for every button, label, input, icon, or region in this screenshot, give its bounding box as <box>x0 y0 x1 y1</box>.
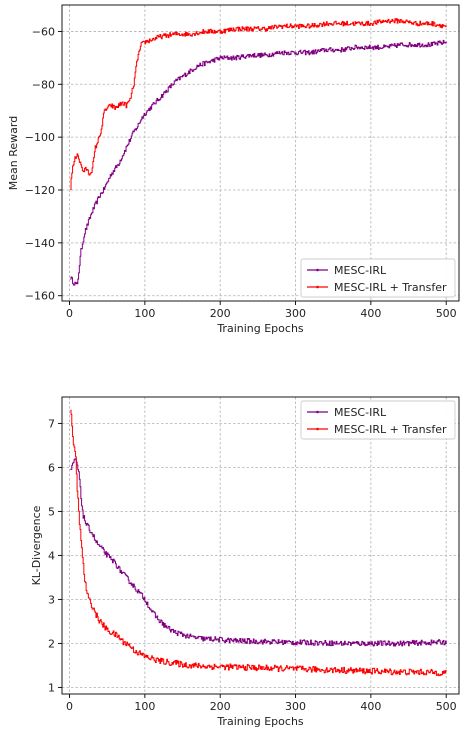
plot-frame <box>61 396 460 695</box>
y-tick-label: 3 <box>48 593 55 606</box>
y-axis-title: Mean Reward <box>7 116 20 190</box>
y-axis-title: KL-Divergence <box>30 505 43 585</box>
x-tick-label: 300 <box>285 307 306 320</box>
y-tick-label: 1 <box>48 681 55 694</box>
y-tick-label: 4 <box>48 549 55 562</box>
chart-panel-1: 0 100 200 300 400 500 −160 −140 −120 −100 −80 −60 Tr… <box>7 4 460 335</box>
legend-label: MESC-IRL <box>334 264 387 277</box>
x-tick-label: 200 <box>210 700 231 713</box>
legend-marker <box>316 285 319 289</box>
legend-marker <box>316 410 319 414</box>
legend-label: MESC-IRL + Transfer <box>334 423 447 436</box>
y-tick-label: −100 <box>25 131 55 144</box>
legend-label: MESC-IRL <box>334 406 387 419</box>
y-tick-label: −140 <box>25 237 55 250</box>
x-tick-label: 400 <box>360 700 381 713</box>
plot-frame <box>61 4 460 302</box>
x-tick-label: 200 <box>210 307 231 320</box>
series-line-mesc-irl-transfer <box>70 409 447 677</box>
y-tick-label: 6 <box>48 461 55 474</box>
series-line-mesc-irl <box>70 39 447 286</box>
x-tick-label: 300 <box>285 700 306 713</box>
y-tick-label: −60 <box>32 25 55 38</box>
x-axis-title: Training Epochs <box>216 715 304 728</box>
y-tick-label: 5 <box>48 505 55 518</box>
chart-panel-2: 0 100 200 300 400 500 1 2 3 4 5 6 7 Training Epochs KL… <box>30 396 460 728</box>
x-tick-label: 100 <box>134 307 155 320</box>
legend-box <box>300 258 456 298</box>
y-tick-label: −80 <box>32 78 55 91</box>
y-tick-label: −160 <box>25 290 55 303</box>
series-line-mesc-irl-transfer <box>70 18 447 190</box>
x-tick-label: 0 <box>66 700 73 713</box>
series-line-mesc-irl <box>70 458 447 647</box>
x-tick-label: 500 <box>436 307 457 320</box>
legend: MESC-IRL MESC-IRL + Transfer <box>300 258 456 298</box>
legend-marker <box>316 427 319 431</box>
legend-label: MESC-IRL + Transfer <box>334 281 447 294</box>
y-tick-label: −120 <box>25 184 55 197</box>
x-tick-label: 0 <box>66 307 73 320</box>
x-axis-title: Training Epochs <box>216 322 304 335</box>
y-tick-label: 7 <box>48 417 55 430</box>
x-tick-label: 400 <box>360 307 381 320</box>
x-tick-label: 500 <box>436 700 457 713</box>
legend-marker <box>316 268 319 272</box>
x-tick-label: 100 <box>134 700 155 713</box>
legend: MESC-IRL MESC-IRL + Transfer <box>300 400 456 440</box>
y-tick-label: 2 <box>48 637 55 650</box>
legend-box <box>300 400 456 440</box>
